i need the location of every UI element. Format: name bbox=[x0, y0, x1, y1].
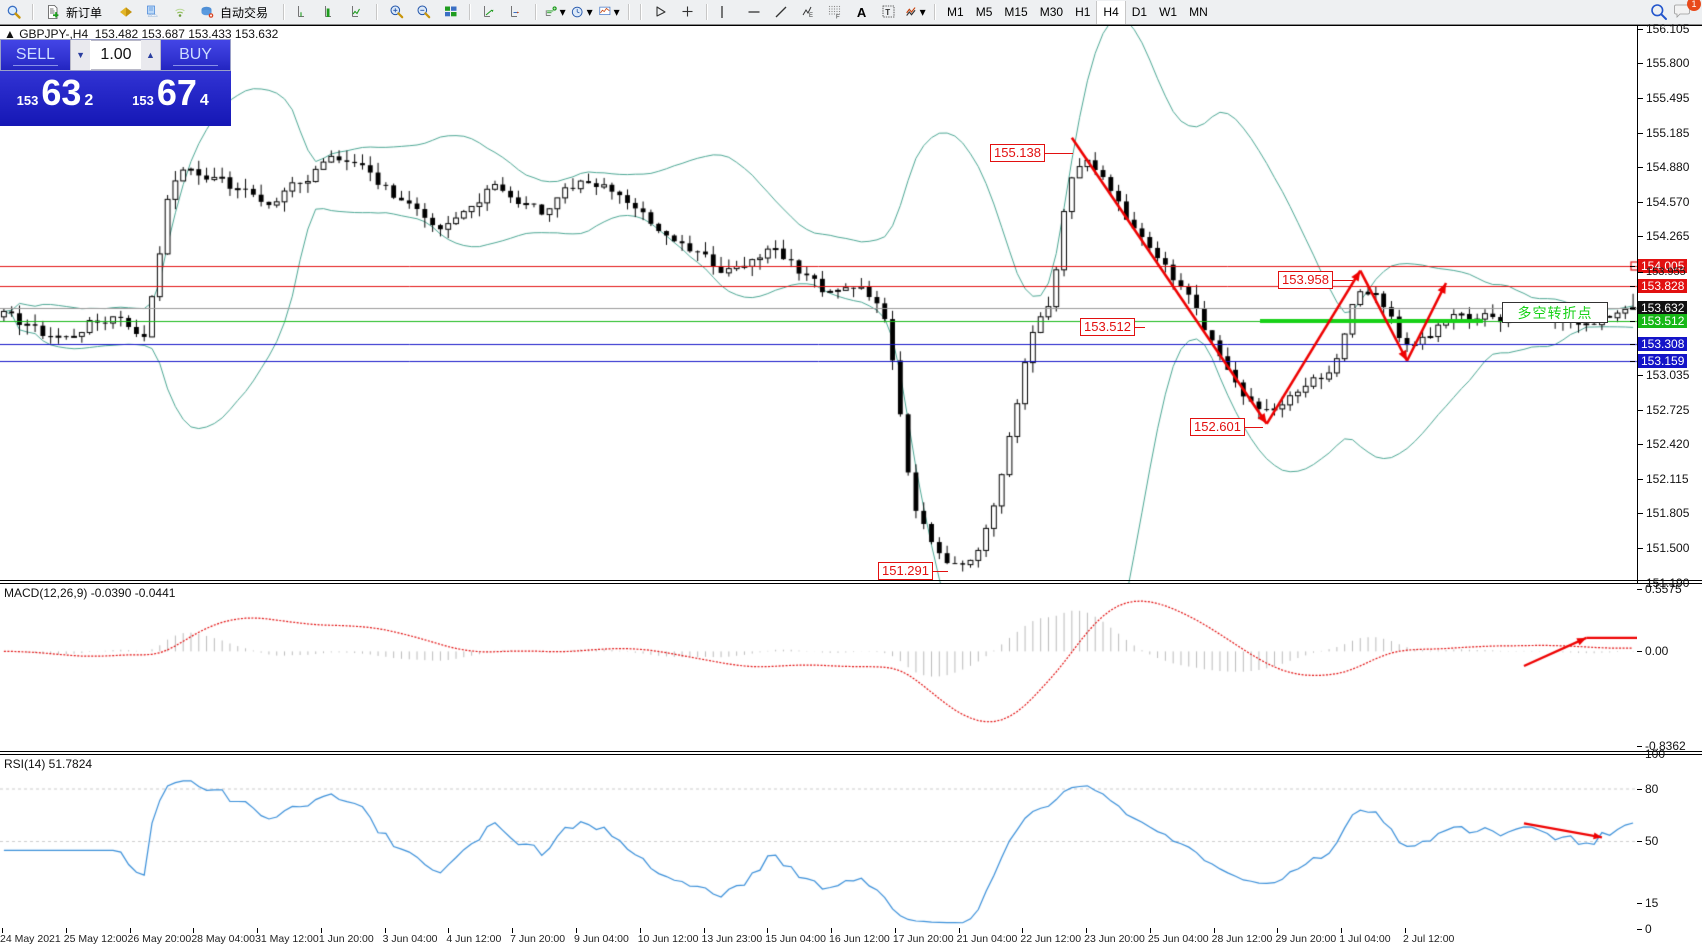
svg-text:F: F bbox=[836, 15, 840, 21]
svg-text:E: E bbox=[809, 13, 813, 19]
svg-text:T: T bbox=[885, 8, 890, 17]
